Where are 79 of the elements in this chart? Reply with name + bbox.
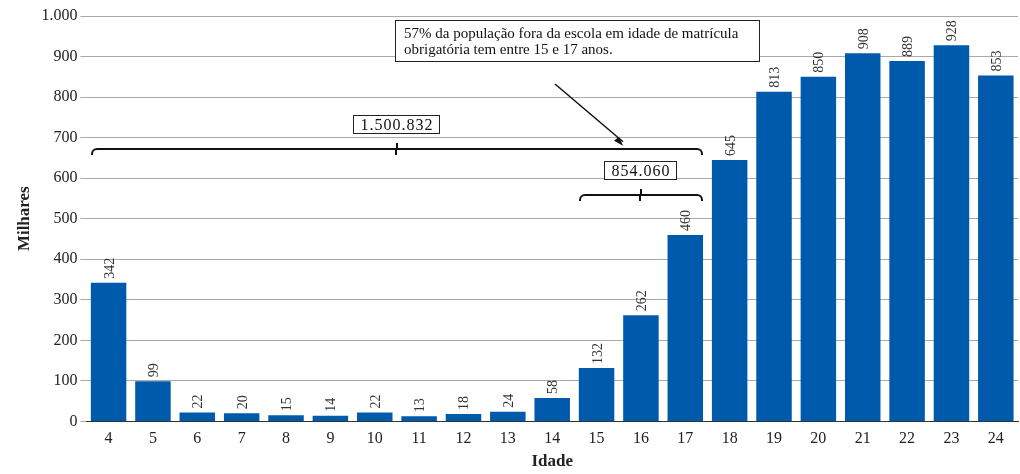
y-tick-label: 0 [69,411,78,429]
x-tick-label: 23 [943,429,960,447]
x-tick-label: 22 [899,429,916,447]
bar [312,415,349,421]
data-label: 58 [545,379,561,394]
x-tick-label: 21 [854,429,871,447]
bar [800,76,837,421]
data-label: 850 [811,51,827,73]
y-tick-label: 500 [53,208,78,226]
bar [268,415,304,421]
data-label: 813 [767,66,783,88]
x-tick-label: 18 [721,429,738,447]
bar [490,411,526,421]
x-tick-label: 17 [677,429,694,447]
data-label: 132 [589,342,605,364]
bar [401,416,437,421]
y-tick-label: 1.000 [41,6,78,24]
y-tick-label: 900 [53,46,78,64]
data-label: 889 [900,36,916,57]
bar [756,91,792,421]
y-tick-label: 200 [53,330,78,348]
x-tick-label: 19 [766,429,783,447]
data-label: 460 [678,209,694,231]
x-tick-label: 8 [282,429,291,447]
data-label: 262 [633,290,649,312]
y-tick-label: 400 [53,249,78,267]
y-tick-label: 600 [53,168,78,186]
x-tick-label: 14 [544,429,561,447]
data-label: 645 [722,134,738,156]
bar [223,413,260,421]
bar [844,53,881,421]
x-tick-label: 16 [632,429,649,447]
x-tick-label: 11 [411,429,427,447]
x-tick-label: 9 [326,429,335,447]
x-tick-label: 7 [237,429,246,447]
bar [578,367,615,421]
x-tick-label: 13 [499,429,516,447]
x-tick-label: 6 [193,429,202,447]
bar [711,159,748,421]
x-tick-label: 10 [366,429,383,447]
data-label: 15 [279,397,295,412]
data-label: 22 [190,394,206,409]
annotation: 1.500.832 [353,114,441,134]
bar [90,282,127,421]
data-label: 908 [855,28,871,50]
x-axis-title: Idade [531,451,574,471]
bar [667,234,704,421]
data-label: 99 [145,363,161,378]
x-tick-label: 12 [455,429,472,447]
bar [445,414,482,421]
y-tick-label: 700 [53,127,78,145]
y-tick-label: 800 [53,87,78,105]
data-label: 342 [101,257,117,279]
x-tick-label: 4 [104,429,113,447]
x-tick-label: 20 [810,429,827,447]
bar [978,75,1014,421]
annotation: 854.060 [604,160,678,180]
data-label: 22 [367,394,383,409]
data-label: 928 [944,20,960,42]
y-tick-label: 300 [53,289,78,307]
bar [179,412,216,421]
bar [534,397,570,421]
y-axis-title: Milhares [13,185,33,252]
x-tick-label: 24 [987,429,1004,447]
bar [889,61,925,421]
x-tick-label: 5 [148,429,157,447]
bar [357,412,393,421]
annotation: 57% da população fora da escola em idade de matrícula obrigatória tem entre 15 e 17 anos. [395,20,760,62]
data-label: 13 [412,398,428,413]
y-tick-label: 100 [53,371,78,389]
data-label: 18 [456,396,472,411]
data-label: 853 [988,50,1004,72]
bar [135,381,171,421]
bar [933,45,970,421]
x-tick-label: 15 [588,429,605,447]
data-label: 24 [500,393,516,408]
data-label: 20 [234,395,250,410]
bar [623,315,659,421]
data-label: 14 [323,397,339,412]
